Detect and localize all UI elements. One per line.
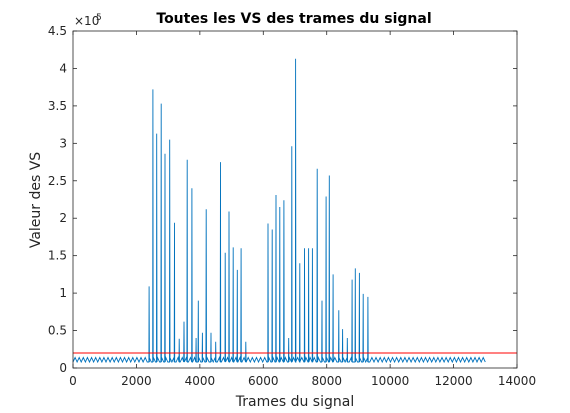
- y-tick-label: 4.5: [48, 24, 67, 38]
- y-exponent: ×10 5: [74, 13, 102, 28]
- y-tick-label: 2: [59, 211, 67, 225]
- series-layer: [72, 58, 486, 364]
- y-tick-label: 2.5: [48, 174, 67, 188]
- y-axis-label: Valeur des VS: [28, 152, 44, 248]
- y-tick-label: 1.5: [48, 249, 67, 263]
- x-tick-label: 8000: [311, 374, 342, 388]
- x-tick-label: 12000: [434, 374, 472, 388]
- y-exponent-base: ×10: [74, 14, 99, 28]
- y-tick-label: 3: [59, 136, 67, 150]
- x-tick-label: 2000: [121, 374, 152, 388]
- x-axis: 0 2000 4000 6000 8000 10000 12000 14000: [69, 31, 536, 388]
- x-tick-label: 0: [69, 374, 77, 388]
- plot-frame: [72, 30, 518, 369]
- y-exponent-power: 5: [96, 13, 102, 23]
- x-tick-label: 4000: [185, 374, 216, 388]
- x-axis-label: Trames du signal: [235, 394, 354, 410]
- y-tick-label: 4: [59, 61, 67, 75]
- x-tick-label: 14000: [498, 374, 536, 388]
- x-tick-label: 6000: [248, 374, 279, 388]
- y-axis: 0 0.5 1 1.5 2 2.5 3 3.5 4 4.5: [48, 24, 517, 375]
- y-tick-label: 1: [59, 286, 67, 300]
- y-tick-label: 0: [59, 361, 67, 375]
- y-tick-label: 3.5: [48, 99, 67, 113]
- x-tick-label: 10000: [371, 374, 409, 388]
- chart-title: Toutes les VS des trames du signal: [156, 11, 431, 27]
- y-tick-label: 0.5: [48, 324, 67, 338]
- series-line-0: [72, 58, 486, 364]
